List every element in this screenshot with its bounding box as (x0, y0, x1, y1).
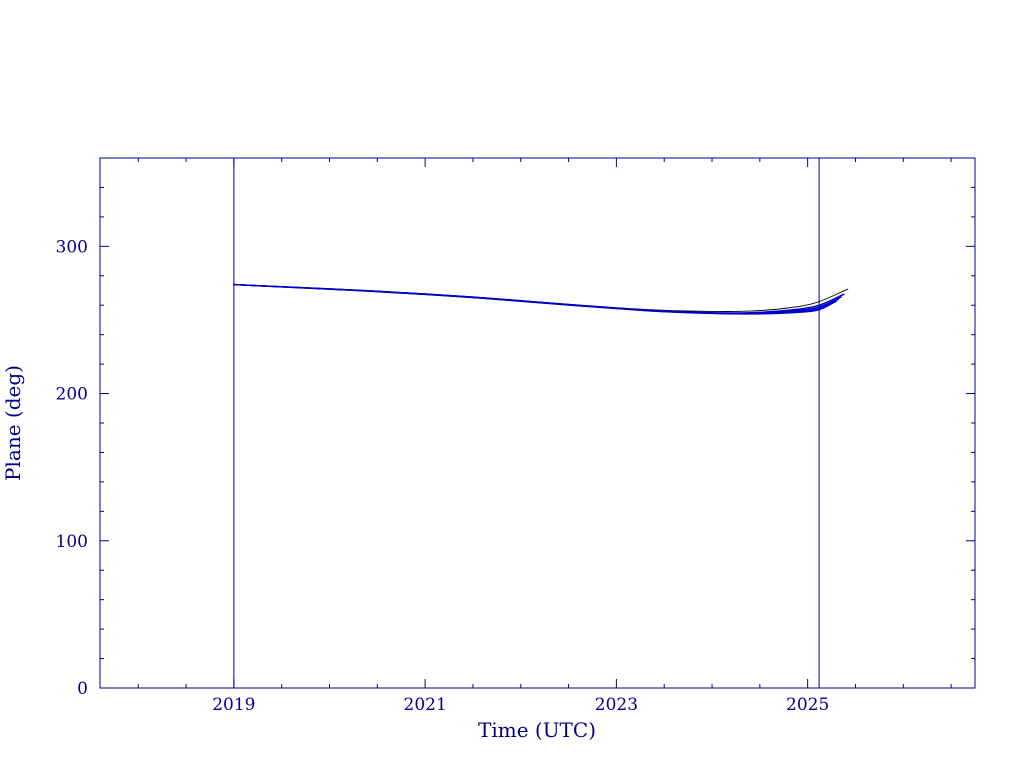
x-tick-label: 2025 (786, 695, 829, 715)
y-tick-label: 0 (77, 679, 88, 699)
y-tick-label: 100 (56, 532, 88, 552)
x-tick-label: 2023 (595, 695, 638, 715)
x-tick-label: 2019 (212, 695, 255, 715)
y-tick-label: 300 (56, 237, 88, 257)
y-axis-title: Plane (deg) (1, 365, 25, 481)
x-axis-title: Time (UTC) (478, 718, 596, 742)
series-trajectory-lower (233, 283, 838, 315)
chart-generated-content: 2019 2021 2023 2025 0 100 200 300 (56, 157, 976, 715)
plot-frame (99, 157, 976, 689)
y-tick-label: 200 (56, 385, 88, 405)
x-tick-label: 2021 (404, 695, 447, 715)
